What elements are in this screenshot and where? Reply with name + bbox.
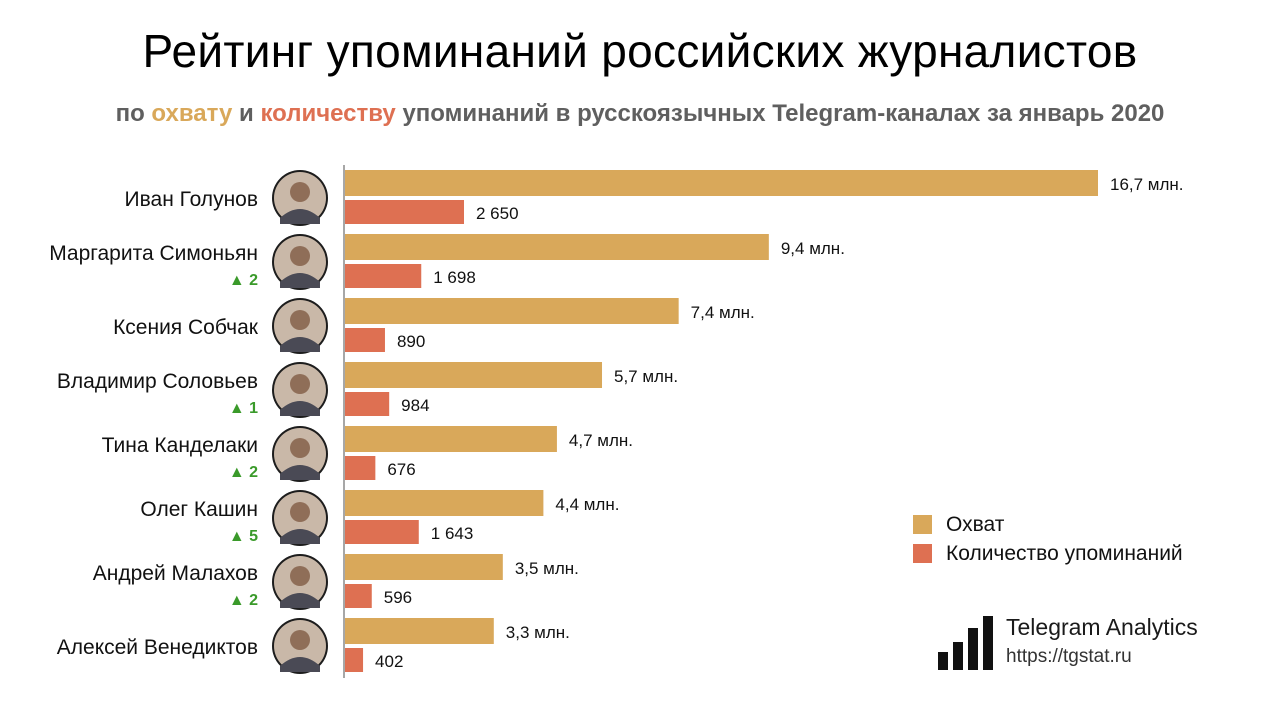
- subtitle-reach-word: охвату: [151, 100, 233, 127]
- avatar: [272, 170, 328, 226]
- legend: Охват Количество упоминаний: [913, 510, 1183, 568]
- count-value-label: 676: [387, 460, 415, 479]
- rank-change-badge: ▲ 2: [229, 464, 258, 481]
- chart-row: Алексей Венедиктов 3,3 млн. 402: [57, 618, 570, 674]
- chart-title: Рейтинг упоминаний российских журналисто…: [142, 25, 1138, 77]
- reach-bar: [345, 426, 557, 452]
- subtitle-count-word: количеству: [260, 100, 396, 127]
- avatar-body-icon: [280, 209, 320, 224]
- avatar-head-icon: [290, 374, 310, 394]
- avatar-body-icon: [280, 337, 320, 352]
- chart-row: Тина Канделаки ▲ 2 4,7 млн. 676: [102, 426, 633, 482]
- rank-change-badge: ▲ 2: [229, 592, 258, 609]
- count-bar: [345, 392, 390, 416]
- category-label: Иван Голунов: [125, 188, 259, 211]
- count-value-label: 984: [401, 396, 429, 415]
- reach-value-label: 4,7 млн.: [569, 431, 633, 450]
- legend-swatch-reach: [913, 515, 932, 534]
- reach-bar: [345, 618, 494, 644]
- category-label: Олег Кашин: [140, 498, 258, 521]
- subtitle-prefix: по: [115, 100, 145, 127]
- subtitle-rest: упоминаний в русскоязычных Telegram-кана…: [402, 100, 1165, 127]
- count-bar: [345, 456, 376, 480]
- count-bar: [345, 584, 372, 608]
- reach-value-label: 4,4 млн.: [555, 495, 619, 514]
- bar-chart-logo-icon: [938, 616, 993, 670]
- rank-change-badge: ▲ 1: [229, 400, 258, 417]
- avatar-head-icon: [290, 630, 310, 650]
- legend-label-reach: Охват: [946, 512, 1005, 536]
- count-value-label: 2 650: [476, 204, 519, 223]
- rank-change-badge: ▲ 2: [229, 272, 258, 289]
- avatar: [272, 362, 328, 418]
- reach-value-label: 3,3 млн.: [506, 623, 570, 642]
- count-bar: [345, 200, 464, 224]
- reach-bar: [345, 170, 1098, 196]
- count-bar: [345, 648, 364, 672]
- count-bar: [345, 328, 385, 352]
- avatar-head-icon: [290, 182, 310, 202]
- avatar-body-icon: [280, 529, 320, 544]
- brand-url: https://tgstat.ru: [1006, 646, 1132, 667]
- category-label: Ксения Собчак: [113, 316, 259, 339]
- count-value-label: 890: [397, 332, 425, 351]
- avatar-body-icon: [280, 401, 320, 416]
- category-label: Тина Канделаки: [102, 434, 258, 457]
- avatar-head-icon: [290, 502, 310, 522]
- legend-item-count: Количество упоминаний: [913, 539, 1183, 568]
- brand-name: Telegram Analytics: [1006, 614, 1198, 640]
- legend-swatch-count: [913, 544, 932, 563]
- chart-subtitle: по охвату и количеству упоминаний в русс…: [0, 100, 1280, 128]
- count-bar: [345, 264, 422, 288]
- reach-value-label: 16,7 млн.: [1110, 175, 1184, 194]
- avatar: [272, 234, 328, 290]
- category-label: Алексей Венедиктов: [57, 636, 258, 659]
- brand-block: Telegram Analytics https://tgstat.ru: [938, 612, 1198, 670]
- reach-bar: [345, 490, 544, 516]
- avatar: [272, 618, 328, 674]
- count-value-label: 402: [375, 652, 403, 671]
- reach-bar: [345, 554, 503, 580]
- avatar: [272, 298, 328, 354]
- avatar-body-icon: [280, 273, 320, 288]
- avatar: [272, 426, 328, 482]
- rank-change-badge: ▲ 5: [229, 528, 258, 545]
- avatar-head-icon: [290, 310, 310, 330]
- count-value-label: 1 643: [431, 524, 474, 543]
- chart-row: Маргарита Симоньян ▲ 2 9,4 млн. 1 698: [49, 234, 845, 290]
- reach-value-label: 7,4 млн.: [691, 303, 755, 322]
- reach-bar: [345, 298, 679, 324]
- chart-row: Олег Кашин ▲ 5 4,4 млн. 1 643: [140, 490, 619, 546]
- avatar-body-icon: [280, 657, 320, 672]
- chart-row: Ксения Собчак 7,4 млн. 890: [113, 298, 755, 354]
- reach-bar: [345, 234, 769, 260]
- reach-value-label: 3,5 млн.: [515, 559, 579, 578]
- avatar-head-icon: [290, 438, 310, 458]
- avatar-head-icon: [290, 566, 310, 586]
- category-label: Андрей Малахов: [93, 562, 258, 585]
- count-bar: [345, 520, 419, 544]
- avatar: [272, 554, 328, 610]
- reach-value-label: 9,4 млн.: [781, 239, 845, 258]
- count-value-label: 596: [384, 588, 412, 607]
- chart-row: Владимир Соловьев ▲ 1 5,7 млн. 984: [57, 362, 678, 418]
- reach-value-label: 5,7 млн.: [614, 367, 678, 386]
- avatar-body-icon: [280, 465, 320, 480]
- avatar-body-icon: [280, 593, 320, 608]
- chart-rows: Иван Голунов 16,7 млн. 2 650 Маргарита Симо…: [49, 170, 1184, 674]
- chart-row: Иван Голунов 16,7 млн. 2 650: [125, 170, 1184, 226]
- legend-label-count: Количество упоминаний: [946, 541, 1183, 565]
- count-value-label: 1 698: [433, 268, 476, 287]
- category-label: Владимир Соловьев: [57, 370, 258, 393]
- category-label: Маргарита Симоньян: [49, 242, 258, 265]
- reach-bar: [345, 362, 603, 388]
- chart-row: Андрей Малахов ▲ 2 3,5 млн. 596: [93, 554, 579, 610]
- avatar-head-icon: [290, 246, 310, 266]
- brand-text: Telegram Analytics https://tgstat.ru: [1006, 612, 1198, 670]
- subtitle-and: и: [239, 100, 254, 127]
- legend-item-reach: Охват: [913, 510, 1183, 539]
- avatar: [272, 490, 328, 546]
